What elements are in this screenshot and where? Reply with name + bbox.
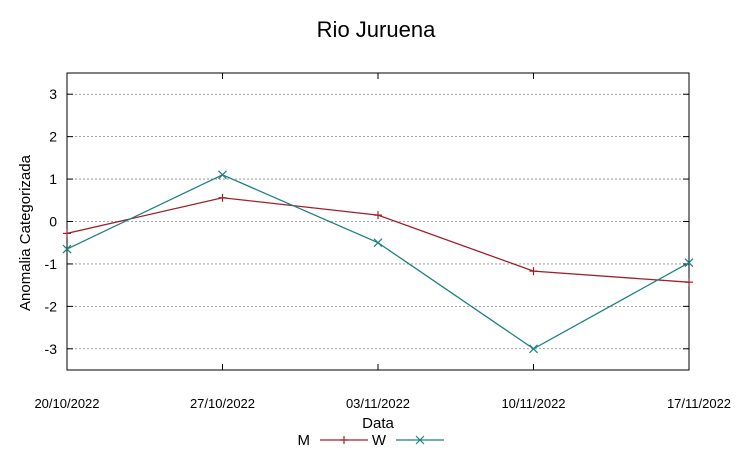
series-w [62,170,694,354]
series-line [66,197,690,283]
x-tick-label: 17/11/2022 [667,396,731,411]
y-tick-label: -3 [45,341,58,357]
y-tick-label: 3 [49,86,57,102]
data-point [415,435,425,445]
x-tick-label: 10/11/2022 [501,396,565,411]
data-point [373,238,383,248]
y-axis-label: Anomalia Categorizada [17,154,34,311]
y-tick-label: 1 [49,171,57,187]
chart-title: Rio Juruena [317,17,436,42]
series-line [66,174,690,350]
data-point [218,170,227,180]
grid-lines [67,93,689,350]
y-tick-label: 0 [49,214,57,230]
legend-label: W [372,432,387,449]
y-tick-label: -2 [45,298,58,314]
x-axis-ticks: 20/10/2022 27/10/2022 03/11/2022 10/11/2022… [34,73,731,411]
data-point [529,344,538,354]
data-point [62,244,72,254]
y-tick-label: -1 [45,256,58,272]
data-point [684,258,694,268]
x-axis-label: Data [362,415,394,432]
x-tick-label: 27/10/2022 [190,396,255,411]
x-tick-label: 03/11/2022 [346,396,410,411]
series-layer [62,170,694,354]
y-tick-label: 2 [49,129,57,145]
x-tick-label: 20/10/2022 [34,396,99,411]
series-m [63,193,693,287]
legend-label: M [298,432,311,449]
